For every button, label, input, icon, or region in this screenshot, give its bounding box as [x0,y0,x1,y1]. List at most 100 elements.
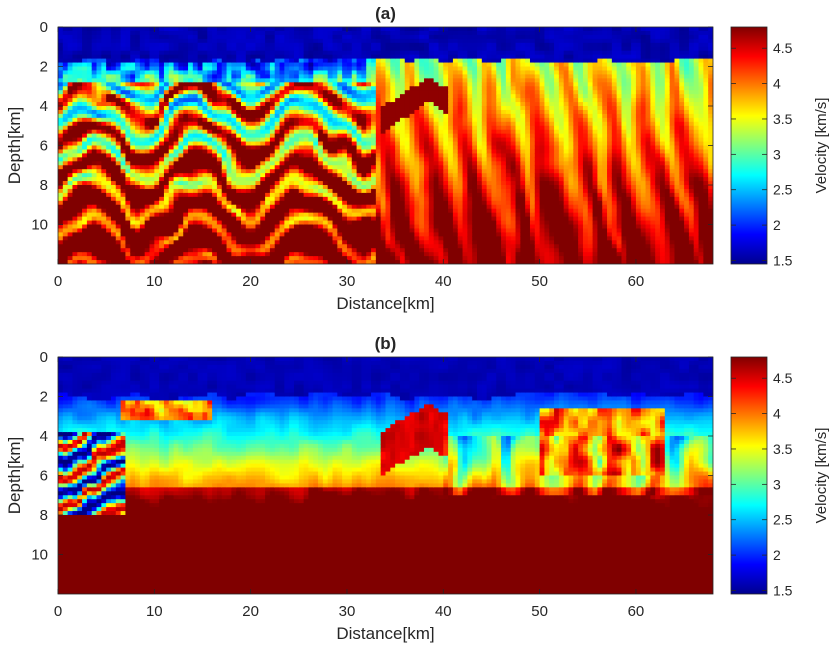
heatmap-cell [308,62,314,68]
heatmap-cell [245,260,252,264]
heatmap-cell [135,204,141,210]
heatmap-cell [419,78,425,83]
heatmap-cell [58,106,64,111]
heatmap-cell [183,98,189,103]
heatmap-cell [86,94,93,99]
heatmap-cell [115,117,122,123]
heatmap-cell [327,58,334,64]
heatmap-cell [342,58,348,64]
heatmap-cell [135,113,141,119]
heatmap-cell [284,236,290,241]
heatmap-cell [245,252,252,257]
heatmap-cell [395,161,401,166]
heatmap-cell [303,62,310,68]
heatmap-cell [144,125,151,131]
heatmap-cell [409,106,415,111]
heatmap-cell [385,66,391,72]
heatmap-cell [342,78,348,83]
heatmap-cell [366,252,372,257]
heatmap-cell [135,196,141,202]
heatmap-cell [149,82,155,87]
heatmap-cell [279,70,285,75]
heatmap-cell [438,117,444,123]
heatmap-cell [202,252,208,257]
heatmap-cell [173,208,180,214]
heatmap-cell [385,62,391,68]
heatmap-cell [202,30,208,36]
heatmap-cell [207,185,213,190]
heatmap-cell [245,46,252,52]
heatmap-cell [168,117,175,123]
heatmap-cell [279,212,285,218]
heatmap-cell [346,177,353,182]
heatmap-cell [163,252,170,257]
heatmap-cell [72,165,78,170]
heatmap-cell [250,70,257,75]
heatmap-cell [351,125,358,131]
heatmap-cell [192,244,199,249]
heatmap-cell [91,82,98,87]
heatmap-cell [212,54,218,60]
heatmap-cell [289,86,295,91]
heatmap-cell [188,34,194,40]
heatmap-cell [269,256,276,261]
heatmap-cell [351,145,358,151]
heatmap-cell [438,34,444,40]
heatmap-cell [438,204,444,210]
heatmap-cell [144,185,151,190]
heatmap-cell [308,82,314,87]
heatmap-cell [260,208,266,214]
heatmap-cell [279,74,285,79]
heatmap-cell [366,102,372,107]
heatmap-cell [414,149,420,154]
heatmap-cell [207,161,213,166]
heatmap-cell [115,30,122,36]
heatmap-cell [424,153,430,158]
heatmap-cell [404,149,411,154]
heatmap-cell [424,102,430,107]
heatmap-cell [216,220,223,226]
heatmap-cell [322,98,329,103]
heatmap-cell [380,86,387,91]
heatmap-cell [212,169,218,174]
heatmap-cell [274,188,281,194]
heatmap-cell [192,240,199,245]
heatmap-cell [192,228,199,233]
heatmap-cell [197,102,204,107]
heatmap-cell [197,224,204,230]
heatmap-cell [385,153,391,158]
heatmap-cell [298,196,305,202]
heatmap-cell [154,137,160,143]
heatmap-cell [135,200,141,206]
heatmap-cell [332,129,338,135]
heatmap-cell [265,244,271,249]
heatmap-cell [62,109,69,115]
heatmap-cell [250,256,257,261]
heatmap-cell [231,200,237,206]
heatmap-cell [91,141,98,147]
heatmap-cell [82,232,88,237]
heatmap-cell [101,121,107,127]
heatmap-cell [154,86,160,91]
heatmap-cell [91,220,98,226]
heatmap-cell [375,125,382,131]
heatmap-cell [433,236,440,241]
heatmap-cell [192,188,199,194]
heatmap-cell [120,38,127,44]
heatmap-cell [399,62,406,68]
heatmap-cell [414,204,420,210]
heatmap-cell [342,204,348,210]
heatmap-cell [399,58,406,64]
heatmap-cell [433,177,440,182]
heatmap-cell [125,204,131,210]
heatmap-cell [250,42,257,48]
heatmap-cell [414,94,420,99]
heatmap-cell [361,153,367,158]
heatmap-cell [245,50,252,56]
heatmap-cell [202,109,208,115]
heatmap-cell [144,38,151,44]
heatmap-cell [269,224,276,230]
heatmap-cell [130,236,136,241]
heatmap-cell [274,38,281,44]
heatmap-cell [221,173,228,178]
